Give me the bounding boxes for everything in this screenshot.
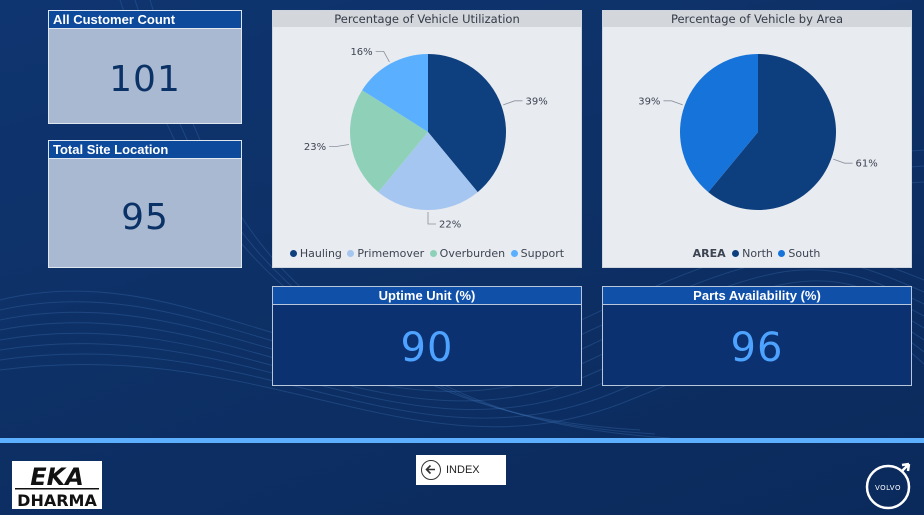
site-location-value: 95 [121, 197, 169, 238]
pie-slice-north[interactable] [708, 54, 836, 210]
footer-divider [0, 438, 924, 443]
area-legend: AREA North South [603, 247, 911, 260]
logo-text-top: EKA [30, 463, 84, 491]
legend-label: Primemover [357, 247, 425, 260]
customer-count-value: 101 [109, 59, 181, 100]
pie-slice-overburden[interactable] [350, 90, 428, 193]
uptime-kpi-value: 90 [400, 325, 454, 371]
legend-label: North [742, 247, 773, 260]
area-chart-title: Percentage of Vehicle by Area [603, 11, 911, 27]
site-location-card: Total Site Location 95 [48, 140, 242, 268]
utilization-legend: Hauling Primemover Overburden Support [273, 247, 581, 260]
legend-item-overburden[interactable]: Overburden [429, 247, 506, 260]
pie-data-label: 39% [526, 96, 548, 107]
legend-item-support[interactable]: Support [510, 247, 565, 260]
uptime-kpi-card: Uptime Unit (%) 90 [272, 286, 582, 386]
index-nav-label: INDEX [446, 464, 480, 476]
parts-kpi-card: Parts Availability (%) 96 [602, 286, 912, 386]
pie-leader-line [833, 158, 853, 164]
legend-dot [347, 250, 355, 257]
parts-kpi-value: 96 [730, 325, 784, 371]
legend-dot [510, 250, 518, 257]
utilization-pie-chart[interactable]: 39% 22% 23% 16% [273, 27, 581, 247]
logo-text-bottom: DHARMA [17, 491, 97, 509]
utilization-chart-title: Percentage of Vehicle Utilization [273, 11, 581, 27]
pie-slice-support[interactable] [362, 54, 428, 132]
pie-data-label: 23% [304, 142, 326, 153]
legend-dot [732, 250, 740, 257]
pie-data-label: 16% [350, 47, 372, 58]
legend-item-hauling[interactable]: Hauling [289, 247, 342, 260]
legend-label: Overburden [439, 247, 506, 260]
legend-item-primemover[interactable]: Primemover [347, 247, 424, 260]
volvo-logo-text: VOLVO [875, 484, 901, 492]
back-arrow-icon [421, 460, 441, 480]
pie-slice-south[interactable] [680, 54, 758, 193]
customer-count-title: All Customer Count [49, 11, 241, 29]
site-location-title: Total Site Location [49, 141, 241, 159]
pie-data-label: 39% [638, 96, 660, 107]
parts-kpi-title: Parts Availability (%) [603, 287, 911, 305]
legend-dot [778, 250, 786, 257]
legend-dot [289, 250, 297, 257]
pie-leader-line [427, 212, 436, 225]
customer-count-card: All Customer Count 101 [48, 10, 242, 124]
index-nav-button[interactable]: INDEX [416, 455, 506, 485]
uptime-kpi-title: Uptime Unit (%) [273, 287, 581, 305]
pie-slice-hauling[interactable] [428, 54, 506, 193]
area-legend-title: AREA [692, 247, 726, 260]
volvo-logo: VOLVO [865, 462, 911, 510]
area-pie-chart[interactable]: 61% 39% [603, 27, 911, 247]
area-chart-card[interactable]: Percentage of Vehicle by Area 61% 39% ARE… [602, 10, 912, 268]
pie-data-label: 22% [439, 220, 461, 231]
pie-slice-primemover[interactable] [378, 132, 478, 210]
legend-dot [429, 250, 437, 257]
pie-data-label: 61% [856, 159, 878, 170]
pie-leader-line [503, 100, 523, 106]
legend-item-north[interactable]: North [732, 247, 773, 260]
pie-leader-line [329, 144, 350, 147]
legend-label: South [788, 247, 821, 260]
eka-dharma-logo: EKA DHARMA [12, 461, 102, 509]
legend-label: Support [520, 247, 565, 260]
pie-leader-line [663, 100, 683, 106]
legend-item-south[interactable]: South [778, 247, 820, 260]
utilization-chart-card[interactable]: Percentage of Vehicle Utilization 39% 22%… [272, 10, 582, 268]
pie-leader-line [375, 50, 390, 63]
legend-label: Hauling [299, 247, 342, 260]
